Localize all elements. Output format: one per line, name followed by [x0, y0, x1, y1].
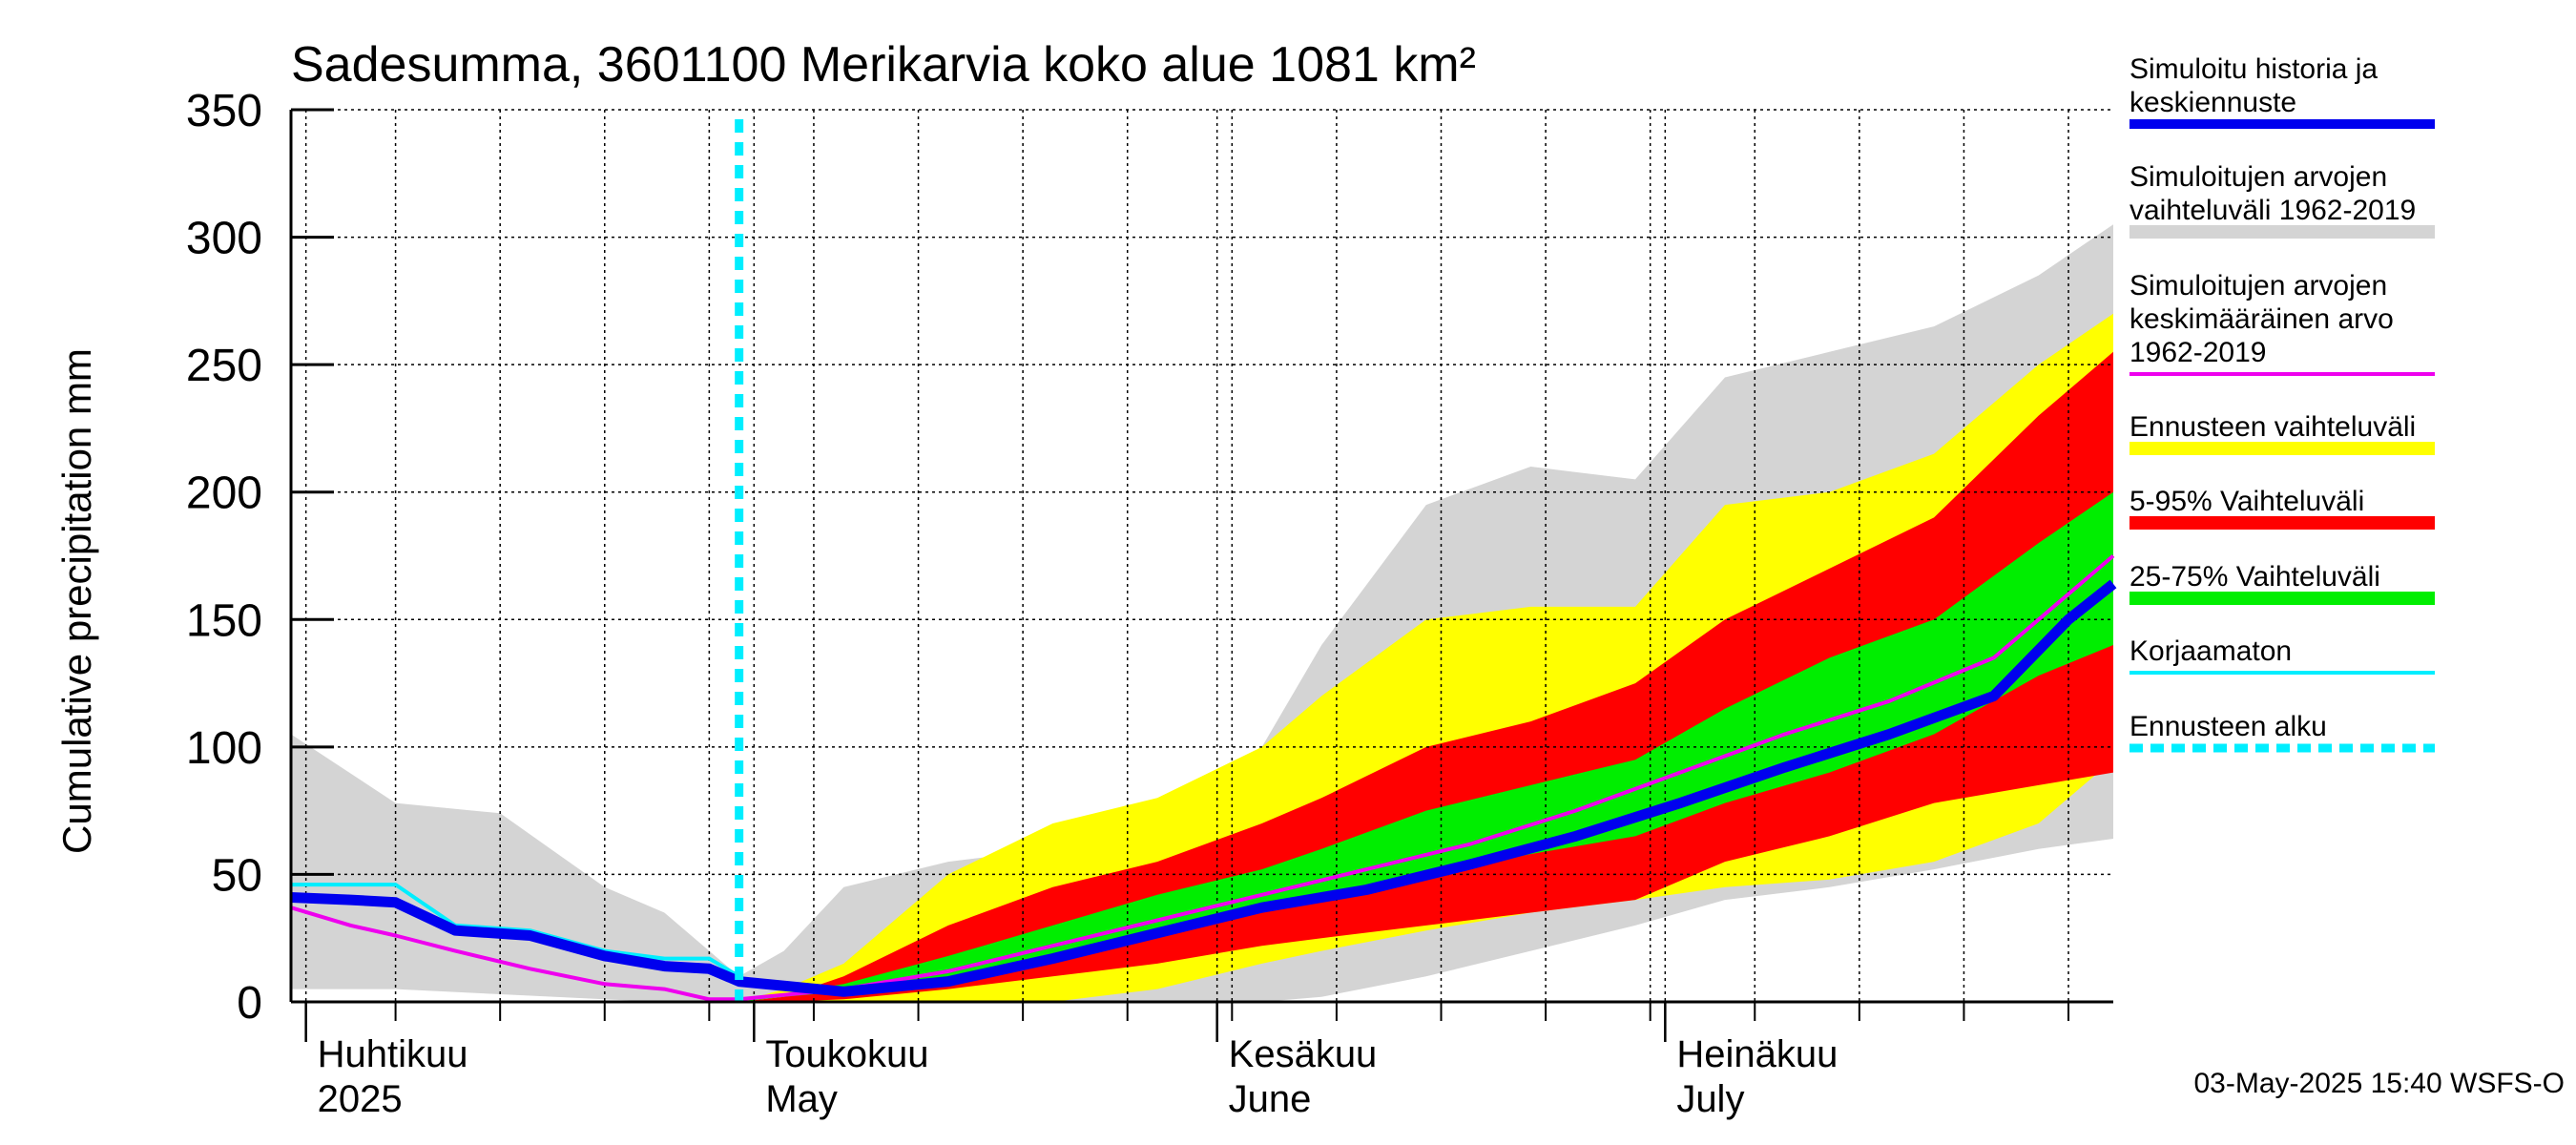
legend-swatch-forecast-range: [2129, 442, 2435, 455]
x-month-sublabel: June: [1229, 1078, 1312, 1120]
x-month-sublabel: July: [1676, 1078, 1744, 1120]
legend-label: 5-95% Vaihteluväli: [2129, 486, 2364, 517]
y-tick-label: 50: [212, 850, 262, 901]
legend-label: Simuloitujen arvojen: [2129, 270, 2387, 302]
x-month-label: Kesäkuu: [1229, 1033, 1378, 1075]
lines-layer: [290, 119, 2117, 1002]
legend-label: Ennusteen alku: [2129, 711, 2327, 742]
timestamp-label: 03-May-2025 15:40 WSFS-O: [2194, 1068, 2566, 1099]
legend-swatch-hist-range: [2129, 225, 2435, 239]
y-tick-label: 100: [186, 723, 262, 774]
legend-label: 1962-2019: [2129, 337, 2266, 368]
legend-label: Ennusteen vaihteluväli: [2129, 411, 2416, 443]
y-axis-label: Cumulative precipitation mm: [54, 348, 99, 854]
y-tick-label: 200: [186, 468, 262, 519]
legend-label: 25-75% Vaihteluväli: [2129, 561, 2380, 593]
x-month-label: Huhtikuu: [318, 1033, 468, 1075]
y-tick-label: 150: [186, 595, 262, 646]
series-mean-line: [290, 553, 2115, 1002]
legend-label: Simuloitu historia ja: [2129, 53, 2378, 85]
y-tick-label: 350: [186, 86, 262, 136]
x-month-label: Toukokuu: [765, 1033, 928, 1075]
legend-label: keskimääräinen arvo: [2129, 303, 2394, 335]
band-p5-95: [738, 351, 2114, 1002]
x-month-sublabel: 2025: [318, 1078, 403, 1120]
legend-label: keskiennuste: [2129, 87, 2296, 118]
y-tick-label: 300: [186, 214, 262, 264]
grid-layer: [291, 109, 2113, 1003]
legend-label: vaihteluväli 1962-2019: [2129, 195, 2416, 226]
legend-swatch-p5-95: [2129, 516, 2435, 530]
chart-title: Sadesumma, 3601100 Merikarvia koko alue …: [291, 37, 1476, 93]
legend-label: Korjaamaton: [2129, 635, 2292, 667]
y-tick-label: 0: [237, 978, 262, 1029]
bands-layer: [291, 224, 2114, 1002]
x-month-sublabel: May: [765, 1078, 838, 1120]
y-tick-label: 250: [186, 341, 262, 391]
legend-label: Simuloitujen arvojen: [2129, 161, 2387, 193]
legend-swatch-p25-75: [2129, 592, 2435, 605]
x-month-label: Heinäkuu: [1676, 1033, 1838, 1075]
series-median-line: [290, 579, 2117, 997]
